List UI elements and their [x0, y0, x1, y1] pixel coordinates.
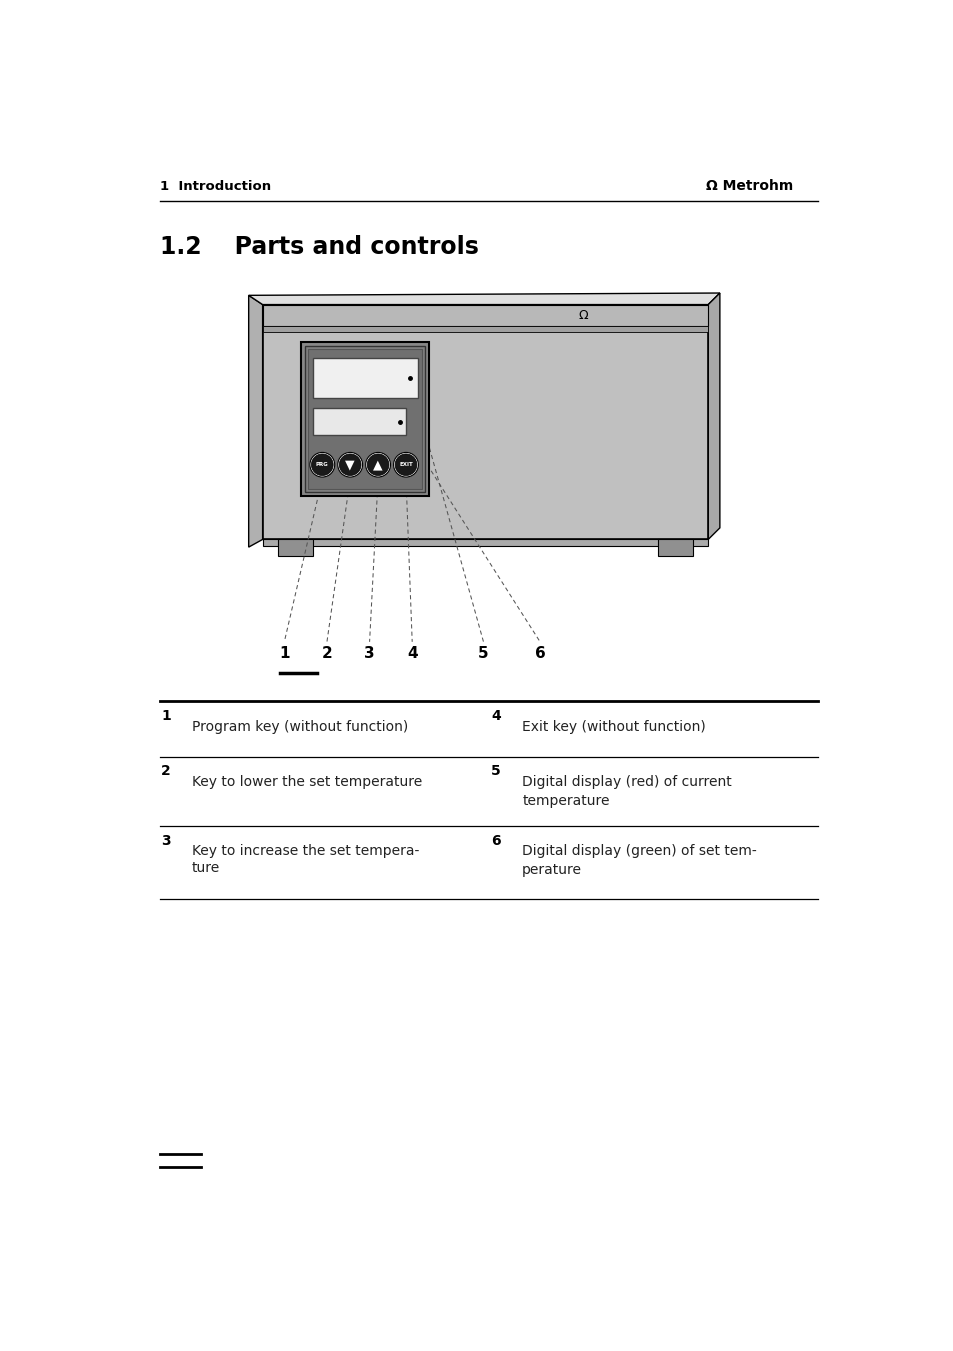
- Text: 1: 1: [279, 646, 290, 661]
- Polygon shape: [707, 293, 720, 539]
- Text: Key to lower the set temperature: Key to lower the set temperature: [192, 775, 422, 789]
- Text: 5: 5: [491, 765, 500, 778]
- Polygon shape: [249, 296, 262, 547]
- Text: 6: 6: [491, 834, 500, 847]
- Bar: [308, 349, 422, 489]
- Text: 6: 6: [534, 646, 545, 661]
- Text: 2: 2: [321, 646, 332, 661]
- Text: ▲: ▲: [373, 458, 382, 471]
- Text: 3: 3: [161, 834, 171, 847]
- Circle shape: [367, 454, 389, 476]
- Circle shape: [339, 454, 360, 476]
- Text: Ω: Ω: [578, 309, 588, 322]
- Text: 1  Introduction: 1 Introduction: [159, 180, 271, 193]
- Text: Digital display (red) of current
temperature: Digital display (red) of current tempera…: [521, 775, 731, 808]
- Text: 4: 4: [491, 709, 500, 723]
- Bar: [305, 346, 425, 493]
- Circle shape: [394, 453, 418, 477]
- Text: 1.2    Parts and controls: 1.2 Parts and controls: [159, 235, 477, 259]
- Text: Key to increase the set tempera-
ture: Key to increase the set tempera- ture: [192, 844, 419, 874]
- Text: ▼: ▼: [345, 458, 355, 471]
- Bar: [313, 408, 406, 435]
- Bar: [658, 539, 692, 557]
- Polygon shape: [262, 304, 707, 539]
- Bar: [278, 539, 313, 557]
- Circle shape: [311, 454, 333, 476]
- Text: EXIT: EXIT: [398, 462, 413, 467]
- Circle shape: [365, 453, 390, 477]
- Text: Program key (without function): Program key (without function): [192, 720, 408, 734]
- Text: 2: 2: [161, 765, 171, 778]
- Text: Ω Metrohm: Ω Metrohm: [705, 178, 793, 193]
- Bar: [262, 539, 707, 546]
- Polygon shape: [262, 304, 707, 326]
- Text: PRG: PRG: [315, 462, 329, 467]
- Text: 3: 3: [364, 646, 375, 661]
- Circle shape: [395, 454, 416, 476]
- Bar: [301, 342, 429, 496]
- Polygon shape: [262, 326, 707, 332]
- Polygon shape: [249, 293, 720, 304]
- Bar: [313, 358, 417, 397]
- Circle shape: [337, 453, 362, 477]
- Text: 4: 4: [407, 646, 417, 661]
- Text: Digital display (green) of set tem-
perature: Digital display (green) of set tem- pera…: [521, 844, 757, 877]
- Circle shape: [310, 453, 335, 477]
- Text: 1: 1: [161, 709, 171, 723]
- Text: Exit key (without function): Exit key (without function): [521, 720, 705, 734]
- Text: 5: 5: [477, 646, 488, 661]
